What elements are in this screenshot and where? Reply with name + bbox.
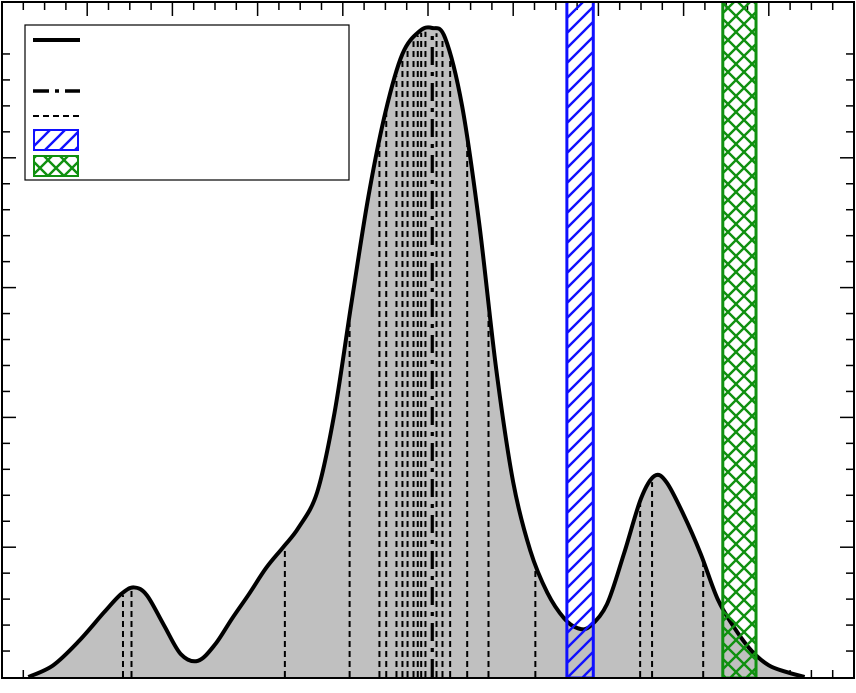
legend — [24, 24, 350, 181]
density-fill-area — [28, 27, 805, 677]
legend-box — [24, 24, 350, 181]
legend-cross-hatch-swatch — [33, 155, 79, 177]
plot-frame — [1, 1, 855, 679]
density-curve — [27, 25, 806, 678]
cross-hatch-band — [721, 2, 758, 678]
highlight-bands — [565, 2, 758, 678]
diagonal-hatch-band — [565, 2, 595, 678]
quantile-lines — [121, 31, 705, 677]
legend-diagonal-hatch-swatch — [33, 129, 79, 151]
